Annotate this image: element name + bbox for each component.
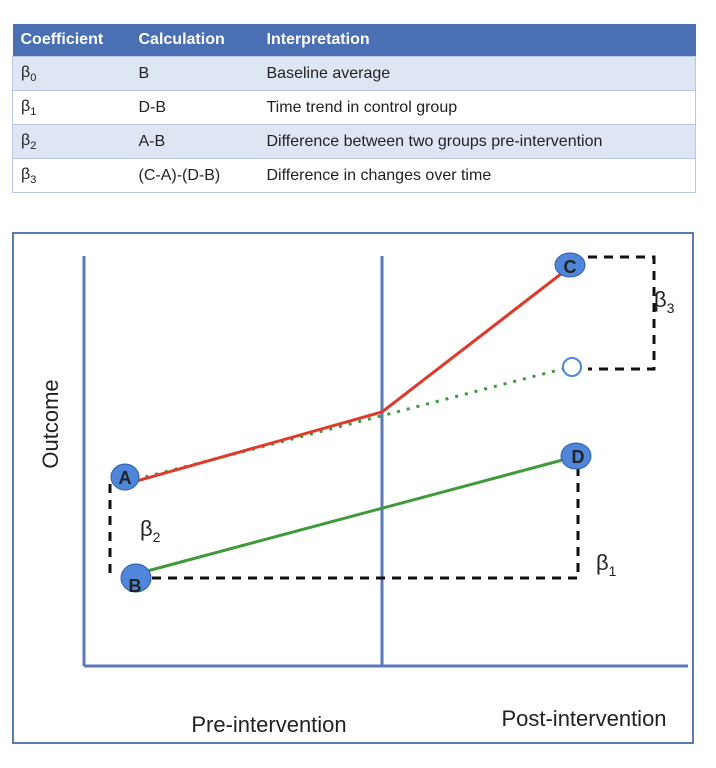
beta1-label: β1	[596, 550, 617, 579]
control-group-line	[135, 456, 571, 576]
treatment-group-line	[125, 265, 571, 486]
calculation-cell: B	[130, 56, 259, 91]
calculation-cell: A-B	[130, 124, 259, 159]
point-C-label: C	[564, 257, 577, 277]
beta3-bracket	[588, 255, 656, 371]
interpretation-cell: Baseline average	[258, 56, 696, 91]
counterfactual-line	[125, 365, 571, 484]
x-axis-label-post: Post-intervention	[501, 706, 666, 731]
table-header-row: Coefficient Calculation Interpretation	[12, 24, 696, 57]
table-row: β2 A-B Difference between two groups pre…	[12, 124, 696, 159]
header-calculation: Calculation	[130, 24, 259, 57]
did-diagram-frame: A B C D β2 β1 β3 Outcome Pre-interventio…	[12, 232, 694, 744]
calculation-cell: D-B	[130, 90, 259, 125]
counterfactual-point	[562, 357, 582, 377]
point-A-label: A	[119, 468, 132, 488]
point-C: C	[554, 252, 586, 278]
point-B: B	[120, 563, 152, 596]
interpretation-cell: Time trend in control group	[258, 90, 696, 125]
header-coefficient: Coefficient	[12, 24, 131, 57]
table-row: β1 D-B Time trend in control group	[12, 90, 696, 125]
coefficient-cell: β0	[12, 56, 131, 91]
calculation-cell: (C-A)-(D-B)	[130, 158, 259, 193]
beta1-bracket	[136, 460, 580, 580]
interpretation-cell: Difference in changes over time	[258, 158, 696, 193]
point-D: D	[560, 442, 592, 470]
point-B-label: B	[129, 576, 142, 596]
did-diagram: A B C D β2 β1 β3 Outcome Pre-interventio…	[38, 252, 688, 737]
beta2-label: β2	[140, 516, 161, 545]
point-A: A	[110, 463, 140, 491]
y-axis-label: Outcome	[38, 379, 63, 468]
table-row: β0 B Baseline average	[12, 56, 696, 91]
coefficient-cell: β2	[12, 124, 131, 159]
beta3-label: β3	[654, 287, 675, 316]
point-D-label: D	[572, 447, 585, 467]
table-row: β3 (C-A)-(D-B) Difference in changes ove…	[12, 158, 696, 193]
x-axis-label-pre: Pre-intervention	[191, 712, 346, 737]
coefficient-cell: β1	[12, 90, 131, 125]
coefficient-table: Coefficient Calculation Interpretation β…	[12, 24, 696, 193]
interpretation-cell: Difference between two groups pre-interv…	[258, 124, 696, 159]
coefficient-cell: β3	[12, 158, 131, 193]
header-interpretation: Interpretation	[258, 24, 696, 57]
